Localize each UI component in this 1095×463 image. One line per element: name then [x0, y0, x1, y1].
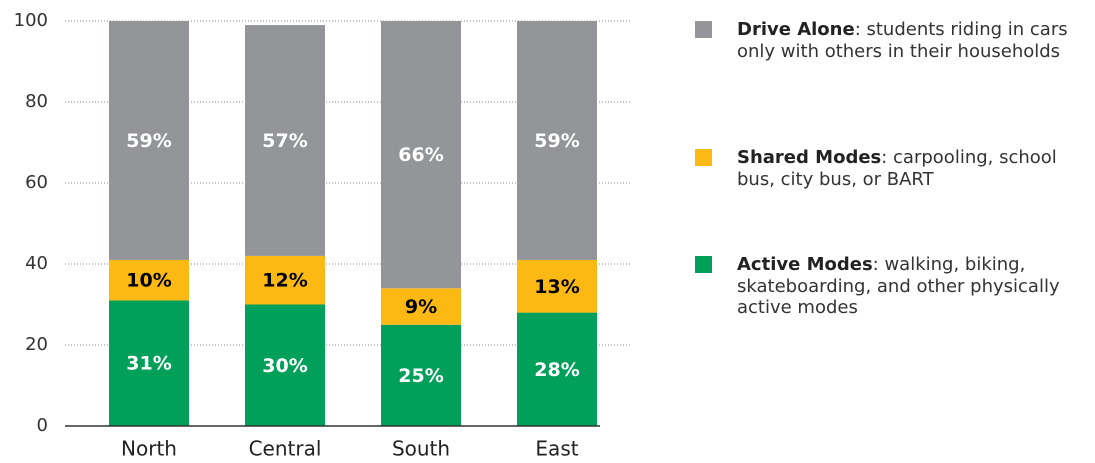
x-tick-label: South [392, 437, 450, 461]
value-label: 25% [398, 365, 443, 387]
legend-text: Active Modes: walking, biking, skateboar… [737, 254, 1085, 319]
legend-description: : students riding in cars only with othe… [737, 19, 1068, 62]
bar-segment [245, 25, 325, 256]
legend-name: Active Modes [737, 254, 873, 275]
value-label: 59% [534, 130, 579, 152]
y-tick-label: 80 [25, 91, 48, 112]
legend-item: Drive Alone: students riding in cars onl… [695, 19, 1085, 62]
legend-item: Shared Modes: carpooling, school bus, ci… [695, 147, 1085, 190]
bar-segment [517, 21, 597, 260]
legend-description: : walking, biking, skateboarding, and ot… [737, 254, 1060, 318]
bar-segment [517, 259, 597, 313]
legend-name: Shared Modes [737, 147, 882, 168]
value-label: 57% [262, 130, 307, 152]
value-label: 66% [398, 144, 443, 166]
legend-item: Active Modes: walking, biking, skateboar… [695, 254, 1085, 319]
x-tick-label: East [535, 437, 578, 461]
value-label: 9% [405, 296, 437, 318]
legend-swatch [695, 21, 712, 38]
bar-segment [517, 312, 597, 426]
bar-segment [245, 255, 325, 305]
value-label: 30% [262, 355, 307, 377]
value-label: 31% [126, 353, 171, 375]
value-label: 59% [126, 130, 171, 152]
bar-segment [381, 324, 461, 426]
bar-segment [245, 304, 325, 426]
legend-swatch [695, 149, 712, 166]
value-label: 13% [534, 276, 579, 298]
bar-segment [109, 21, 189, 260]
value-label: 10% [126, 270, 171, 292]
bar-segment [109, 259, 189, 301]
y-tick-label: 40 [25, 253, 48, 274]
legend-text: Drive Alone: students riding in cars onl… [737, 19, 1085, 62]
y-tick-label: 20 [25, 334, 48, 355]
bar-segment [381, 21, 461, 289]
x-tick-label: North [121, 437, 177, 461]
y-tick-label: 60 [25, 172, 48, 193]
y-tick-label: 100 [14, 10, 48, 31]
chart: 0 20 40 60 80 100 31% 10% 59% North 30% 12% 57% Centr… [14, 10, 632, 461]
legend-description: : carpooling, school bus, city bus, or B… [737, 147, 1057, 190]
x-tick-label: Central [249, 437, 322, 461]
value-label: 12% [262, 270, 307, 292]
value-label: 28% [534, 359, 579, 381]
legend-text: Shared Modes: carpooling, school bus, ci… [737, 147, 1085, 190]
legend-name: Drive Alone [737, 19, 855, 40]
bar-segment [381, 288, 461, 325]
legend-swatch [695, 256, 712, 273]
y-tick-label: 0 [37, 415, 48, 436]
bar-segment [109, 300, 189, 426]
